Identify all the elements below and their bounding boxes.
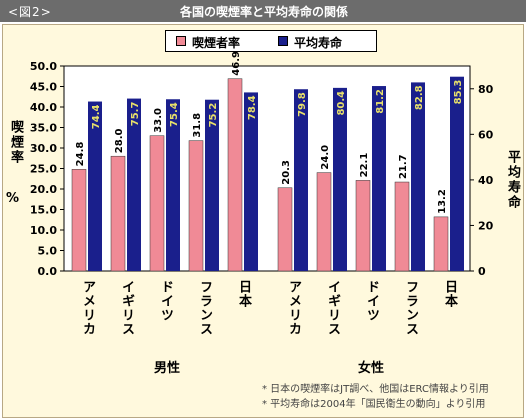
y-left-tick-label: 0.0 xyxy=(38,265,58,278)
bar-smoking xyxy=(188,140,204,272)
bar-smoking xyxy=(149,135,165,272)
y-right-tick-label: 20 xyxy=(478,219,494,232)
y-left-tick-label: 25.0 xyxy=(30,163,57,176)
category-label: フランス xyxy=(403,280,418,336)
y-right-tick-label: 0 xyxy=(478,265,486,278)
y-left-tick-label: 40.0 xyxy=(30,101,57,114)
bar-life xyxy=(88,101,102,272)
category-label: 日本 xyxy=(236,280,251,308)
y-left-tick-label: 35.0 xyxy=(30,122,57,135)
category-label: ドイツ xyxy=(364,280,379,322)
data-label-smoking: 33.0 xyxy=(153,108,164,133)
figure-title: 各国の喫煙率と平均寿命の関係 xyxy=(180,5,349,19)
data-label-smoking: 22.1 xyxy=(359,153,370,178)
y-left-tick-label: 30.0 xyxy=(30,142,57,155)
y-axis-right-label: 平均寿命 xyxy=(505,150,520,210)
bar-smoking xyxy=(110,155,126,272)
data-label-life: 75.7 xyxy=(130,102,141,127)
category-label: 日本 xyxy=(442,280,457,308)
category-label: イギリス xyxy=(325,280,340,336)
y-left-tick-label: 15.0 xyxy=(30,204,57,217)
data-label-life: 79.8 xyxy=(297,92,308,117)
data-label-life: 75.2 xyxy=(208,103,219,128)
legend: 喫煙者率 平均寿命 xyxy=(165,30,377,52)
y-left-tick-label: 10.0 xyxy=(30,224,57,237)
y-right-tick-label: 60 xyxy=(478,128,494,141)
bar-smoking xyxy=(316,172,332,272)
y-left-tick-label: 5.0 xyxy=(38,245,58,258)
category-label: アメリカ xyxy=(286,280,301,336)
figure-header: <図2> 各国の喫煙率と平均寿命の関係 xyxy=(0,0,526,22)
data-label-smoking: 24.8 xyxy=(75,142,86,167)
data-label-life: 85.3 xyxy=(453,80,464,105)
category-label: イギリス xyxy=(119,280,134,336)
category-label: ドイツ xyxy=(158,280,173,322)
bar-life xyxy=(372,86,386,272)
data-label-smoking: 28.0 xyxy=(114,128,125,153)
y-left-tick-label: 50.0 xyxy=(30,60,57,73)
bar-smoking xyxy=(277,187,293,272)
bar-life xyxy=(333,87,347,271)
legend-swatch-smoking xyxy=(176,36,186,46)
data-label-smoking: 24.0 xyxy=(320,145,331,170)
legend-label-life: 平均寿命 xyxy=(294,36,343,50)
data-label-smoking: 20.3 xyxy=(281,160,292,185)
footnotes: * 日本の喫煙率はJT調べ、他国はERC情報より引用 * 平均寿命は2004年「… xyxy=(262,382,489,412)
y-left-tick-label: 45.0 xyxy=(30,81,57,94)
bar-life xyxy=(205,99,219,271)
category-label: フランス xyxy=(197,280,212,336)
data-label-smoking: 13.2 xyxy=(437,189,448,214)
bar-smoking xyxy=(71,169,87,272)
data-label-life: 82.8 xyxy=(414,85,425,110)
bar-life xyxy=(244,92,258,271)
y-right-tick-label: 40 xyxy=(478,174,494,187)
y-right-tick-label: 80 xyxy=(478,83,494,96)
data-label-smoking: 46.9 xyxy=(231,51,242,76)
bar-smoking xyxy=(227,78,243,272)
data-label-smoking: 31.8 xyxy=(192,113,203,138)
legend-swatch-life xyxy=(278,36,288,46)
category-label: アメリカ xyxy=(80,280,95,336)
bar-smoking xyxy=(355,180,371,272)
group-label-male: 男性 xyxy=(154,361,181,376)
bar-smoking xyxy=(433,216,449,272)
bar-life xyxy=(450,76,464,271)
bar-life xyxy=(411,82,425,272)
legend-label-smoking: 喫煙者率 xyxy=(192,36,241,50)
figure-number: <図2> xyxy=(8,5,52,19)
y-axis-left-unit: % xyxy=(6,191,20,206)
footnote-1: * 日本の喫煙率はJT調べ、他国はERC情報より引用 xyxy=(262,384,489,395)
bar-life xyxy=(294,89,308,271)
y-left-tick-label: 20.0 xyxy=(30,183,57,196)
y-axis-left-label: 喫煙率 xyxy=(8,120,23,165)
data-label-smoking: 21.7 xyxy=(398,154,409,179)
footnote-2: * 平均寿命は2004年「国民衛生の動向」より引用 xyxy=(262,399,486,410)
data-label-life: 80.4 xyxy=(336,91,347,116)
data-label-life: 75.4 xyxy=(169,102,180,127)
bar-life xyxy=(127,98,141,271)
bar-smoking xyxy=(394,181,410,272)
data-label-life: 78.4 xyxy=(247,95,258,120)
bar-life xyxy=(166,99,180,271)
data-label-life: 74.4 xyxy=(91,105,102,130)
group-label-female: 女性 xyxy=(358,361,385,376)
data-label-life: 81.2 xyxy=(375,89,386,114)
